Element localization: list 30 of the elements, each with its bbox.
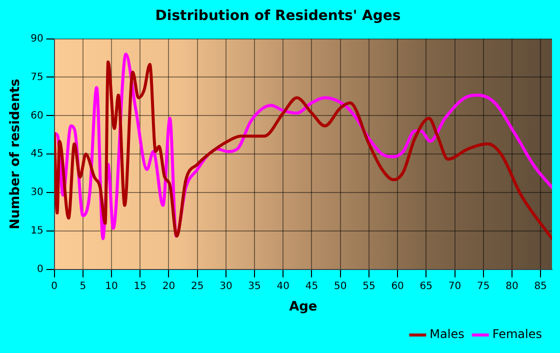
- x-tick-label: 5: [80, 280, 86, 292]
- x-tick-label: 0: [51, 280, 58, 292]
- x-tick-label: 65: [420, 280, 433, 292]
- x-tick-label: 20: [162, 280, 176, 292]
- x-tick-label: 85: [534, 280, 547, 292]
- x-tick-label: 15: [134, 280, 146, 292]
- y-tick-label: 15: [30, 226, 44, 237]
- x-tick-label: 75: [476, 280, 490, 292]
- chart-title: Distribution of Residents' Ages: [155, 8, 401, 24]
- x-tick-label: 80: [506, 280, 518, 292]
- x-tick-label: 55: [362, 280, 376, 292]
- legend-label: Males: [430, 327, 464, 342]
- x-tick-label: 30: [220, 280, 232, 292]
- x-tick-label: 10: [105, 280, 118, 292]
- x-tick-label: 35: [248, 280, 261, 292]
- y-axis-title: Number of residents: [8, 78, 24, 230]
- y-tick-label: 45: [30, 148, 44, 160]
- y-tick-label: 60: [30, 110, 44, 122]
- x-tick-label: 45: [305, 280, 318, 292]
- x-tick-label: 70: [448, 280, 462, 292]
- y-tick-label: 30: [30, 187, 44, 198]
- x-tick-label: 60: [391, 280, 404, 292]
- y-tick-label: 0: [36, 264, 44, 275]
- x-axis-title: Age: [289, 300, 318, 315]
- y-tick-label: 75: [30, 72, 44, 83]
- x-tick-label: 50: [334, 280, 347, 292]
- y-tick-label: 90: [30, 33, 44, 44]
- x-tick-label: 25: [190, 280, 204, 292]
- x-tick-label: 40: [276, 280, 290, 292]
- legend-label: Females: [492, 327, 542, 342]
